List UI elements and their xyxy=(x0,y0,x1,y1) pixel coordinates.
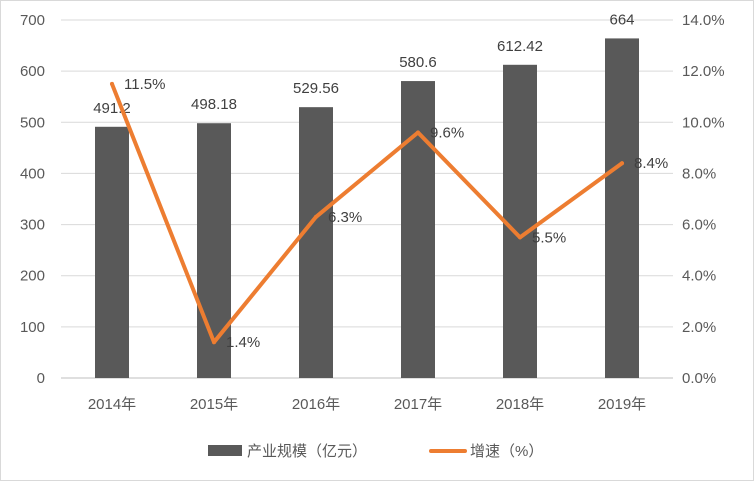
growth-data-label: 6.3% xyxy=(328,209,362,226)
growth-data-label: 5.5% xyxy=(532,229,566,246)
y-left-tick-label: 100 xyxy=(20,319,45,336)
bar-data-label: 664 xyxy=(609,11,634,28)
y-right-tick-label: 10.0% xyxy=(682,114,725,131)
y-left-tick-label: 500 xyxy=(20,114,45,131)
y-right-tick-label: 0.0% xyxy=(682,370,716,387)
y-left-tick-label: 700 xyxy=(20,12,45,29)
y-right-tick-label: 4.0% xyxy=(682,268,716,285)
growth-point xyxy=(416,130,420,135)
y-right-tick-label: 6.0% xyxy=(682,217,716,234)
growth-data-label: 11.5% xyxy=(124,76,165,93)
growth-data-label: 9.6% xyxy=(430,125,464,142)
legend-swatch-bar xyxy=(208,445,242,456)
x-tick-label: 2019年 xyxy=(598,396,646,413)
growth-data-label: 8.4% xyxy=(634,155,668,172)
y-left-tick-label: 600 xyxy=(20,63,45,80)
growth-point xyxy=(518,235,522,240)
growth-data-label: 1.4% xyxy=(226,334,260,351)
bar xyxy=(95,126,129,378)
growth-point xyxy=(620,161,624,166)
legend-label-line: 增速（%） xyxy=(470,443,543,460)
y-left-tick-label: 300 xyxy=(20,217,45,234)
x-tick-label: 2014年 xyxy=(88,396,136,413)
y-left-tick-label: 0 xyxy=(37,370,45,387)
bar-data-label: 580.6 xyxy=(399,54,437,71)
growth-point xyxy=(212,340,216,345)
bar xyxy=(605,38,639,378)
y-left-tick-label: 200 xyxy=(20,268,45,285)
x-tick-label: 2018年 xyxy=(496,396,544,413)
y-left-tick-label: 400 xyxy=(20,165,45,182)
legend-label-bar: 产业规模（亿元） xyxy=(247,443,367,460)
growth-line xyxy=(110,81,624,345)
bar-data-label: 498.18 xyxy=(191,96,237,113)
x-tick-label: 2016年 xyxy=(292,396,340,413)
bar-data-label: 529.56 xyxy=(293,80,339,97)
bar xyxy=(503,64,537,379)
y-right-tick-label: 12.0% xyxy=(682,63,725,80)
bar xyxy=(299,107,333,379)
x-tick-label: 2017年 xyxy=(394,396,442,413)
growth-point xyxy=(110,81,114,86)
y-right-tick-label: 14.0% xyxy=(682,12,725,29)
growth-point xyxy=(314,214,318,219)
y-right-tick-label: 2.0% xyxy=(682,319,716,336)
bar-data-label: 612.42 xyxy=(497,38,543,55)
y-right-tick-label: 8.0% xyxy=(682,165,716,182)
bar xyxy=(197,123,231,378)
x-tick-label: 2015年 xyxy=(190,396,238,413)
